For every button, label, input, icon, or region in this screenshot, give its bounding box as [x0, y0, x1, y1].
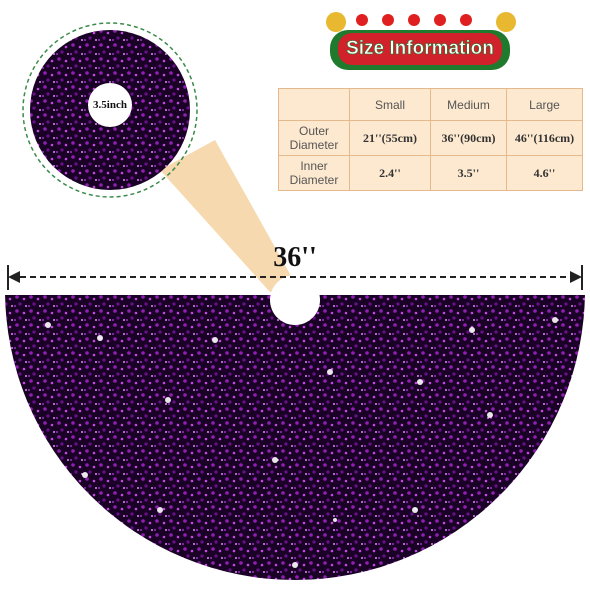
cell: 4.6'' — [506, 155, 583, 191]
zoom-cone — [160, 140, 300, 292]
header-cell: Large — [506, 88, 583, 121]
banner — [326, 12, 516, 70]
row-label: Inner Diameter — [278, 155, 350, 191]
tree-skirt — [5, 275, 585, 580]
row-label: Outer Diameter — [278, 120, 350, 156]
header-cell: Small — [349, 88, 431, 121]
cell: 21''(55cm) — [349, 120, 431, 156]
cell: 2.4'' — [349, 155, 431, 191]
dimension-label: 36'' — [273, 242, 317, 273]
cell: 3.5'' — [430, 155, 507, 191]
header-cell: Medium — [430, 88, 507, 121]
zoom-hole — [88, 83, 132, 127]
dimension-arrow — [7, 265, 583, 290]
size-table: Small Medium Large Outer Diameter 21''(5… — [278, 88, 583, 191]
banner-title: Size Information — [346, 38, 494, 59]
corner-cell — [278, 88, 350, 121]
zoom-ring — [22, 22, 198, 198]
cell: 36''(90cm) — [430, 120, 507, 156]
cell: 46''(116cm) — [506, 120, 583, 156]
zoom-label: 3.5inch — [93, 99, 127, 111]
